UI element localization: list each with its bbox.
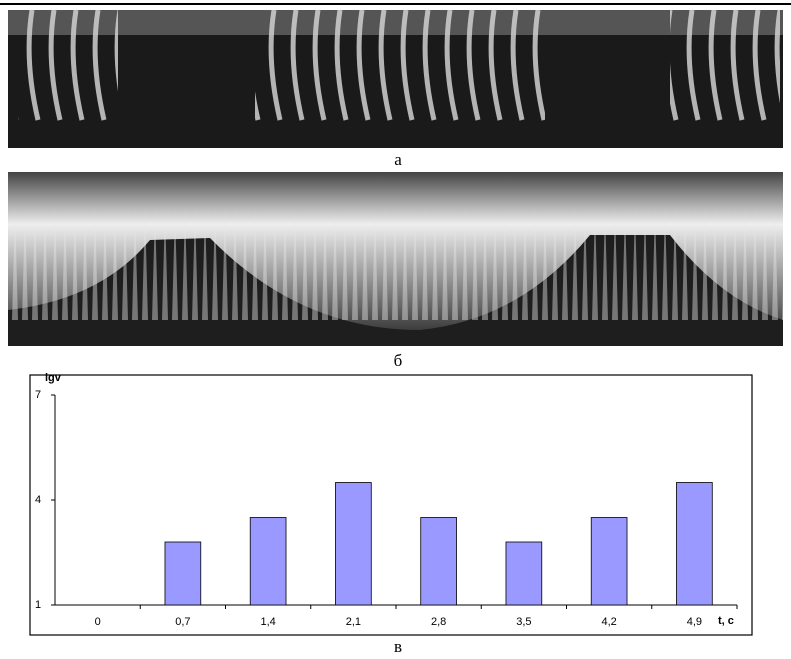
bar — [420, 517, 457, 606]
bar — [676, 482, 713, 606]
y-tick-label: 4 — [35, 494, 41, 506]
x-tick-label: 4,9 — [687, 616, 702, 628]
photo-b — [8, 172, 783, 346]
x-tick-label: 1,4 — [260, 616, 275, 628]
chart-frame — [29, 374, 753, 636]
bar — [249, 517, 287, 606]
caption: а — [394, 150, 402, 169]
x-tick-label: 2,8 — [431, 616, 446, 628]
y-axis-label: lgv — [45, 372, 62, 384]
x-tick-label: 4,2 — [601, 616, 616, 628]
bar — [335, 482, 372, 606]
caption: б — [394, 351, 403, 370]
bar — [590, 517, 628, 606]
photo-a — [8, 10, 783, 148]
y-tick-label: 1 — [35, 599, 41, 611]
caption: в — [394, 637, 402, 656]
x-tick-label: 0 — [95, 616, 101, 628]
x-tick-label: 3,5 — [516, 616, 531, 628]
y-tick-label: 7 — [35, 389, 41, 401]
x-tick-label: 2,1 — [346, 616, 361, 628]
bar — [505, 541, 543, 606]
x-tick-label: 0,7 — [175, 616, 190, 628]
x-axis-label: t, c — [718, 615, 734, 627]
bar — [164, 541, 202, 606]
